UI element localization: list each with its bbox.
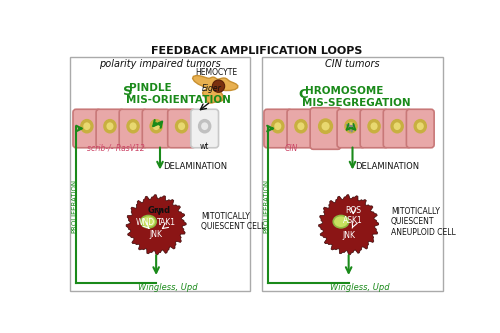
Text: Eiger: Eiger — [202, 84, 222, 93]
FancyBboxPatch shape — [264, 109, 291, 148]
FancyBboxPatch shape — [287, 109, 315, 148]
Ellipse shape — [127, 120, 139, 133]
Text: MIS-ORIENTATION: MIS-ORIENTATION — [126, 95, 231, 105]
Text: FEEDBACK AMPLIFICATION LOOPS: FEEDBACK AMPLIFICATION LOOPS — [150, 46, 362, 56]
Polygon shape — [126, 195, 186, 255]
Ellipse shape — [274, 122, 281, 130]
Ellipse shape — [178, 122, 185, 130]
Ellipse shape — [198, 120, 210, 133]
Text: WND: WND — [136, 218, 155, 227]
Text: JNK: JNK — [342, 231, 355, 240]
Text: PROLIFERATION: PROLIFERATION — [264, 178, 270, 232]
Circle shape — [212, 80, 224, 92]
Text: MIS-SEGREGATION: MIS-SEGREGATION — [302, 98, 410, 108]
Ellipse shape — [272, 120, 283, 133]
FancyBboxPatch shape — [337, 109, 365, 148]
Text: PINDLE: PINDLE — [129, 83, 172, 93]
Ellipse shape — [130, 122, 136, 130]
Ellipse shape — [298, 122, 304, 130]
Text: MITOTICALLY
QUIESCENT CELL: MITOTICALLY QUIESCENT CELL — [201, 212, 265, 231]
Text: ROS: ROS — [346, 206, 362, 215]
Ellipse shape — [370, 122, 378, 130]
Ellipse shape — [176, 120, 188, 133]
Text: CIN: CIN — [284, 144, 298, 153]
Ellipse shape — [104, 120, 116, 133]
Polygon shape — [192, 76, 238, 103]
FancyBboxPatch shape — [168, 109, 196, 148]
FancyBboxPatch shape — [384, 109, 411, 148]
FancyBboxPatch shape — [191, 109, 218, 148]
Text: DELAMINATION: DELAMINATION — [356, 162, 420, 170]
Ellipse shape — [201, 122, 208, 130]
Text: HROMOSOME: HROMOSOME — [305, 86, 383, 96]
Text: TAK1: TAK1 — [158, 218, 176, 227]
Text: Wingless, Upd: Wingless, Upd — [330, 282, 390, 291]
Text: ASK1: ASK1 — [344, 216, 363, 225]
FancyBboxPatch shape — [142, 109, 170, 148]
Text: S: S — [123, 85, 132, 98]
Ellipse shape — [84, 122, 90, 130]
Text: JNK: JNK — [150, 230, 162, 239]
Text: scrib-/- RasV12: scrib-/- RasV12 — [87, 144, 145, 153]
FancyBboxPatch shape — [406, 109, 434, 148]
Ellipse shape — [141, 215, 156, 228]
FancyBboxPatch shape — [73, 109, 101, 148]
Ellipse shape — [322, 122, 330, 131]
Text: PROLIFERATION: PROLIFERATION — [72, 178, 78, 232]
Polygon shape — [318, 195, 378, 255]
Ellipse shape — [81, 120, 93, 133]
Ellipse shape — [414, 120, 426, 133]
Ellipse shape — [348, 122, 354, 130]
Ellipse shape — [152, 122, 160, 130]
Text: polarity impaired tumors: polarity impaired tumors — [99, 59, 221, 69]
Ellipse shape — [150, 120, 162, 133]
Text: Wingless, Upd: Wingless, Upd — [138, 282, 198, 291]
Text: Grnd: Grnd — [148, 206, 171, 215]
Bar — [70, 57, 250, 291]
Ellipse shape — [394, 122, 400, 130]
Ellipse shape — [319, 119, 332, 133]
FancyBboxPatch shape — [360, 109, 388, 148]
FancyBboxPatch shape — [119, 109, 147, 148]
Text: wt: wt — [200, 142, 209, 151]
FancyBboxPatch shape — [96, 109, 124, 148]
Text: C: C — [298, 88, 308, 101]
Ellipse shape — [416, 122, 424, 130]
Text: DELAMINATION: DELAMINATION — [163, 162, 227, 170]
Text: MITOTICALLY
QUIESCENT
ANEUPLOID CELL: MITOTICALLY QUIESCENT ANEUPLOID CELL — [391, 207, 456, 236]
Ellipse shape — [295, 120, 307, 133]
Ellipse shape — [345, 120, 357, 133]
Ellipse shape — [106, 122, 114, 130]
Ellipse shape — [333, 215, 348, 228]
Text: HEMOCYTE: HEMOCYTE — [195, 68, 238, 77]
Bar — [262, 57, 442, 291]
Ellipse shape — [368, 120, 380, 133]
Ellipse shape — [391, 120, 403, 133]
FancyBboxPatch shape — [310, 108, 341, 149]
Text: CIN tumors: CIN tumors — [325, 59, 380, 69]
